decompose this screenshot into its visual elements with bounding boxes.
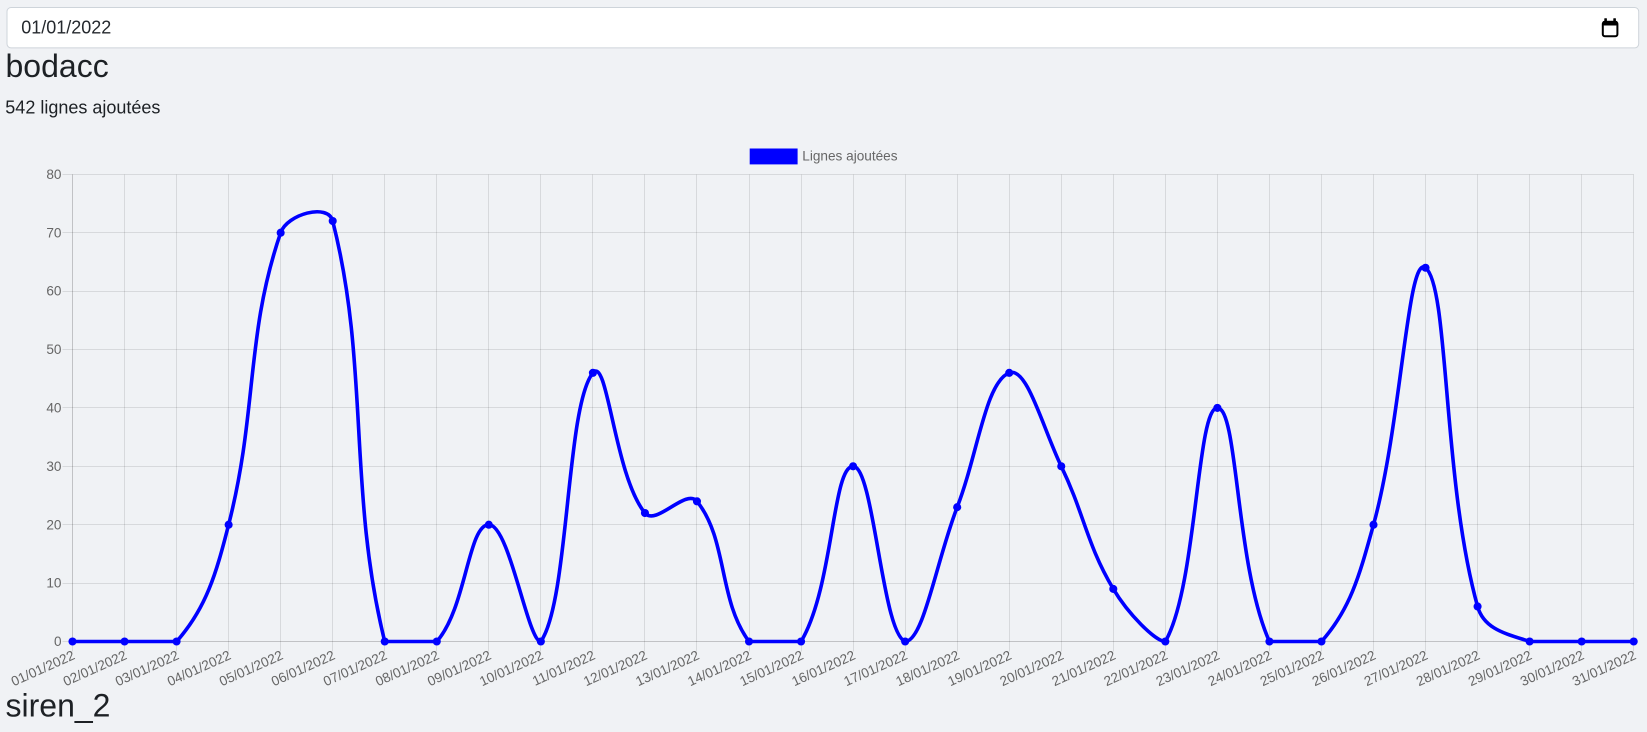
svg-text:50: 50 (46, 342, 62, 357)
svg-text:10: 10 (46, 576, 62, 591)
svg-text:bodacc: bodacc (6, 48, 109, 84)
svg-text:30: 30 (46, 459, 62, 474)
svg-text:60: 60 (46, 284, 62, 299)
svg-text:542 lignes ajoutées: 542 lignes ajoutées (5, 98, 160, 118)
svg-text:70: 70 (46, 225, 62, 240)
svg-text:40: 40 (46, 401, 62, 416)
svg-text:0: 0 (54, 634, 62, 649)
svg-text:80: 80 (46, 167, 62, 182)
svg-text:01/01/2022: 01/01/2022 (21, 17, 111, 37)
svg-text:Lignes ajoutées: Lignes ajoutées (802, 148, 897, 163)
svg-text:siren_2: siren_2 (6, 688, 111, 724)
svg-text:20: 20 (46, 517, 62, 532)
